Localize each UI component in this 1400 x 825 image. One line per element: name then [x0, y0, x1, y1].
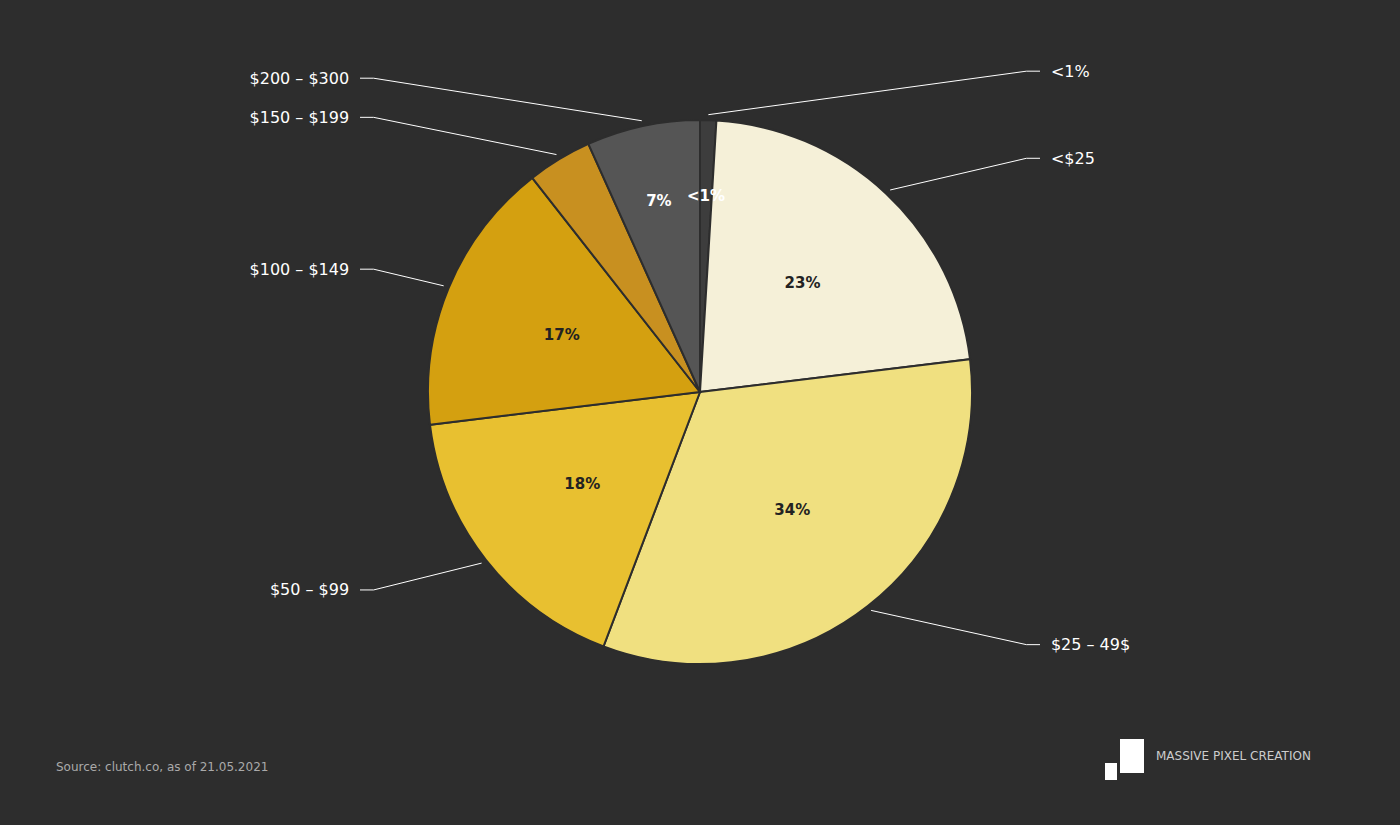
leader-tick: [360, 117, 374, 118]
leader-line: [374, 78, 642, 121]
leader-line: [374, 269, 444, 286]
slice: [430, 392, 700, 646]
data-label: 23%: [785, 274, 821, 292]
leader-tick: [1026, 71, 1040, 72]
slice: [700, 120, 970, 392]
category-label: <$25: [1051, 149, 1095, 168]
category-label: $100 – $149: [250, 260, 350, 279]
leader-line: [871, 610, 1026, 644]
source-text: Source: clutch.co, as of 21.05.2021: [56, 760, 268, 774]
leader-tick: [360, 269, 374, 270]
category-label: <1%: [1051, 62, 1090, 81]
pie: <1% 23% 34% 18% 17% 7% <1% <$25 $25 – 49$ $50 – $…: [250, 62, 1131, 664]
data-label: 17%: [544, 326, 580, 344]
background: [0, 0, 1400, 825]
leader-line: [374, 117, 557, 154]
brand-text: MASSIVE PIXEL CREATION: [1156, 749, 1311, 763]
logo-block: [1120, 739, 1144, 773]
category-label: $25 – 49$: [1051, 635, 1130, 654]
data-labels: <1% 23% 34% 18% 17% 7%: [544, 187, 821, 519]
chart: <1% 23% 34% 18% 17% 7% <1% <$25 $25 – 49$ $50 – $…: [0, 0, 1400, 825]
logo: [1105, 739, 1144, 780]
slice: [588, 120, 700, 392]
logo-block: [1105, 763, 1117, 780]
category-label: $50 – $99: [270, 580, 349, 599]
leader-line: [890, 158, 1026, 190]
leader-tick: [1026, 158, 1040, 159]
leader-tick: [360, 589, 374, 590]
data-label: 18%: [564, 475, 600, 493]
leader-line: [708, 71, 1026, 115]
data-label: <1%: [687, 187, 725, 205]
data-label: 7%: [646, 192, 671, 210]
category-label: $200 – $300: [250, 69, 350, 88]
category-label: $150 – $199: [250, 108, 350, 127]
data-label: 34%: [774, 501, 810, 519]
slices: [428, 120, 972, 664]
leader-line: [374, 563, 482, 590]
leader-tick: [1026, 644, 1040, 645]
category-labels: <1% <$25 $25 – 49$ $50 – $99 $100 – $149 $150…: [250, 62, 1131, 654]
leader-tick: [360, 78, 374, 79]
